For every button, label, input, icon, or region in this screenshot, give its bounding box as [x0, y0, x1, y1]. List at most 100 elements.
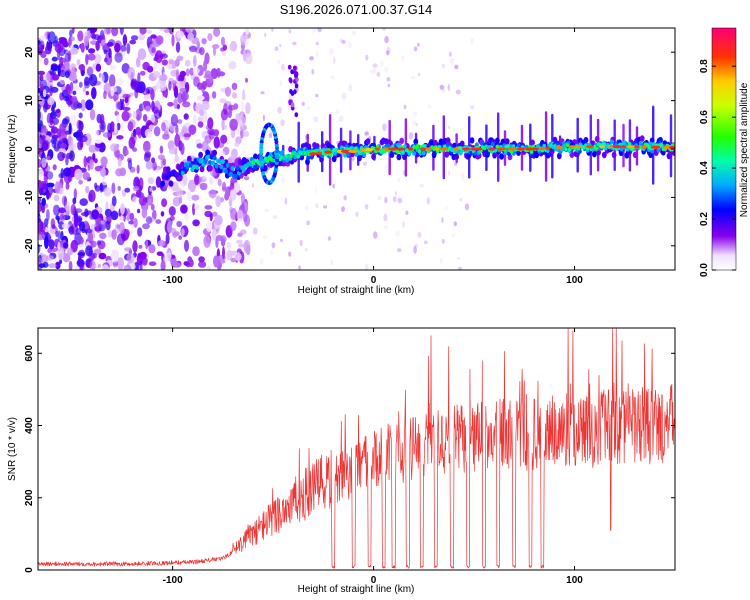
heatmap-noise-blob: [189, 67, 195, 76]
heatmap-noise-blob: [75, 227, 82, 235]
heatmap-speckle: [376, 71, 381, 77]
heatmap-noise-blob: [150, 88, 155, 101]
heatmap-noise-blob: [167, 102, 174, 107]
heatmap-noise-blob: [121, 51, 126, 57]
heatmap-noise-blob: [184, 239, 189, 252]
heatmap-speckle: [414, 110, 418, 117]
heatmap-ridge-cell: [454, 153, 459, 160]
heatmap-noise-blob: [159, 53, 168, 59]
heatmap-ridge-cell: [185, 164, 190, 170]
heatmap-ridge-cell: [165, 166, 171, 173]
heatmap-ridge-peak: [599, 145, 606, 149]
heatmap-noise-blob: [201, 38, 207, 45]
heatmap-noise-blob: [89, 159, 94, 170]
heatmap-noise-blob: [85, 99, 94, 111]
heatmap-noise-blob: [231, 92, 238, 99]
heatmap-speckle: [439, 84, 445, 90]
heatmap-ridge-peak: [340, 149, 351, 153]
heatmap-ridge-peak: [516, 147, 526, 151]
heatmap-speckle: [382, 123, 387, 132]
heatmap-noise-blob: [138, 244, 143, 249]
heatmap-noise-blob: [234, 142, 240, 147]
heatmap-noise-blob: [240, 229, 247, 235]
heatmap-noise-blob: [179, 70, 187, 77]
heatmap-ridge-peak: [650, 145, 661, 149]
heatmap-ridge-peak: [574, 145, 582, 149]
heatmap-ridge-cell: [399, 137, 405, 145]
heatmap-speckle: [394, 191, 397, 196]
heatmap-noise-blob: [142, 143, 151, 153]
heatmap-noise-blob: [152, 71, 161, 79]
heatmap-noise-blob: [69, 29, 73, 38]
heatmap-noise-blob: [68, 122, 72, 135]
heatmap-noise-blob: [214, 215, 223, 226]
heatmap-noise-blob: [153, 62, 158, 70]
heatmap-noise-blob: [47, 31, 56, 44]
heatmap-ridge-cell: [581, 139, 585, 145]
heatmap-noise-blob: [204, 70, 212, 78]
heatmap-ridge-cell: [362, 152, 367, 158]
heatmap-noise-blob: [207, 265, 212, 270]
heatmap-noise-blob: [123, 264, 132, 270]
heatmap-noise-blob: [84, 133, 92, 147]
heatmap-noise-blob: [88, 144, 97, 153]
heatmap-noise-blob: [151, 47, 156, 54]
heatmap-noise-blob: [38, 196, 42, 203]
heatmap-noise-blob: [194, 103, 203, 114]
heatmap-noise-blob: [54, 43, 64, 54]
heatmap-noise-blob: [100, 113, 105, 126]
heatmap-ridge-peak: [669, 145, 675, 150]
heatmap-noise-blob: [202, 110, 208, 123]
heatmap-noise-blob: [64, 70, 70, 79]
heatmap-noise-blob: [183, 113, 189, 120]
heatmap-noise-blob: [242, 210, 248, 223]
heatmap-ridge-peak: [439, 147, 449, 151]
heatmap-noise-blob: [109, 64, 116, 70]
colorbar-ticks: 0.0 0.2 0.4 0.6 0.8: [699, 59, 736, 277]
heatmap-plume-cell: [288, 99, 292, 105]
heatmap-speckle: [427, 104, 431, 109]
heatmap-speckle: [311, 28, 317, 33]
heatmap-noise-blob: [175, 124, 179, 136]
chart-title: S196.2026.071.00.37.G14: [280, 2, 433, 17]
heatmap-noise-blob: [74, 265, 79, 270]
heatmap-ridge-cell: [609, 139, 614, 145]
heatmap-noise-blob: [41, 183, 49, 190]
heatmap-noise-blob: [181, 205, 188, 212]
heatmap-speckle: [281, 176, 285, 184]
snr-panel: -100 0 100 0 200 400 600 Height of straight li…: [7, 327, 676, 595]
heatmap-noise-blob: [192, 67, 200, 75]
heatmap-speckle: [313, 116, 319, 123]
heatmap-noise-blob: [100, 220, 105, 225]
heatmap-speckle: [317, 28, 322, 33]
heatmap-ridge-cell: [668, 150, 673, 157]
heatmap-noise-blob: [99, 232, 107, 239]
heatmap-speckle: [382, 28, 386, 31]
heatmap-noise-blob: [160, 211, 165, 217]
heatmap-noise-blob: [104, 208, 112, 218]
heatmap-noise-blob: [94, 158, 98, 164]
heatmap-noise-blob: [78, 120, 84, 132]
heatmap-speckle: [415, 123, 418, 126]
snr-xtick-label: 100: [566, 575, 583, 586]
heatmap-noise-blob: [160, 260, 166, 270]
heatmap-ridge-cell: [413, 138, 419, 145]
heatmap-noise-blob: [151, 186, 157, 191]
heatmap-noise-blob: [117, 257, 124, 270]
heatmap-noise-blob: [168, 81, 172, 91]
heatmap-noise-blob: [59, 123, 66, 137]
heatmap-ridge-cell: [511, 144, 516, 149]
heatmap-speckle: [362, 161, 368, 166]
heatmap-speckle: [459, 198, 462, 202]
heatmap-ridge-cell: [357, 150, 362, 155]
heatmap-noise-blob: [110, 249, 120, 263]
heatmap-ridge-cell: [241, 167, 246, 173]
heatmap-ridge-cell: [401, 149, 405, 154]
heatmap-noise-blob: [245, 77, 248, 83]
heatmap-speckle: [456, 256, 461, 260]
heatmap-noise-blob: [102, 132, 112, 138]
heatmap-speckle: [355, 211, 359, 217]
heatmap-ridge-cell: [191, 164, 196, 170]
heatmap-speckle: [405, 210, 409, 215]
heatmap-noise-blob: [111, 28, 119, 37]
